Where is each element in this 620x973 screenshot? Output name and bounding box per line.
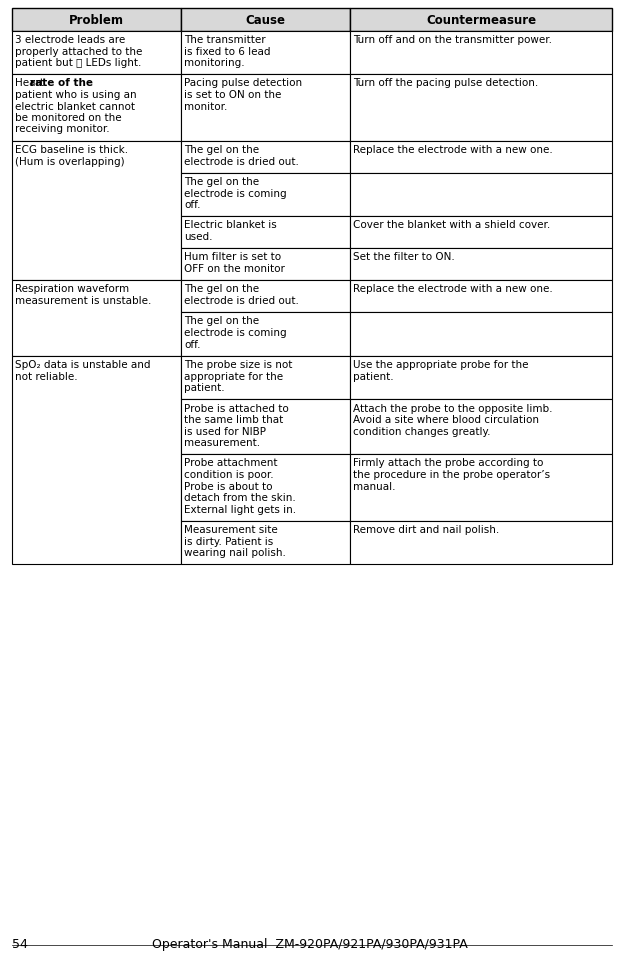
Bar	[350, 8, 612, 30]
Text: Attach the probe to the opposite limb.
Avoid a site where blood circulation
cond: Attach the probe to the opposite limb. A…	[353, 404, 553, 437]
Bar	[181, 280, 350, 312]
Text: Remove dirt and nail polish.: Remove dirt and nail polish.	[353, 525, 500, 535]
Bar	[350, 74, 612, 140]
Text: patient who is using an: patient who is using an	[15, 90, 136, 100]
Text: Turn off and on the transmitter power.: Turn off and on the transmitter power.	[353, 35, 552, 45]
Bar	[12, 280, 181, 355]
Bar	[181, 454, 350, 521]
Text: Probe attachment
condition is poor.
Probe is about to
detach from the skin.
Exte: Probe attachment condition is poor. Prob…	[184, 458, 296, 515]
Bar	[181, 8, 350, 30]
Bar	[350, 399, 612, 454]
Bar	[181, 521, 350, 564]
Bar	[350, 355, 612, 399]
Text: rate of the: rate of the	[30, 79, 92, 89]
Bar	[181, 172, 350, 216]
Text: Firmly attach the probe according to
the procedure in the probe operator’s
manua: Firmly attach the probe according to the…	[353, 458, 551, 491]
Bar	[350, 280, 612, 312]
Bar	[12, 30, 181, 74]
Text: Problem: Problem	[69, 14, 124, 26]
Bar	[350, 248, 612, 280]
Bar	[350, 454, 612, 521]
Text: Respiration waveform
measurement is unstable.: Respiration waveform measurement is unst…	[15, 284, 151, 306]
Text: be monitored on the: be monitored on the	[15, 113, 122, 123]
Bar	[12, 8, 181, 30]
Bar	[12, 74, 181, 140]
Bar	[350, 521, 612, 564]
Text: Hum filter is set to
OFF on the monitor: Hum filter is set to OFF on the monitor	[184, 253, 285, 274]
Bar	[181, 140, 350, 172]
Text: The gel on the
electrode is coming
off.: The gel on the electrode is coming off.	[184, 177, 287, 210]
Text: Electric blanket is
used.: Electric blanket is used.	[184, 221, 277, 242]
Text: Measurement site
is dirty. Patient is
wearing nail polish.: Measurement site is dirty. Patient is we…	[184, 525, 286, 559]
Bar	[181, 74, 350, 140]
Bar	[181, 248, 350, 280]
Text: Pacing pulse detection
is set to ON on the
monitor.: Pacing pulse detection is set to ON on t…	[184, 79, 303, 112]
Text: SpO₂ data is unstable and
not reliable.: SpO₂ data is unstable and not reliable.	[15, 360, 151, 381]
Text: The gel on the
electrode is dried out.: The gel on the electrode is dried out.	[184, 145, 299, 166]
Text: Replace the electrode with a new one.: Replace the electrode with a new one.	[353, 284, 553, 295]
Bar	[350, 172, 612, 216]
Bar	[350, 30, 612, 74]
Text: Operator's Manual  ZM-920PA/921PA/930PA/931PA: Operator's Manual ZM-920PA/921PA/930PA/9…	[152, 938, 468, 951]
Bar	[181, 216, 350, 248]
Bar	[181, 399, 350, 454]
Text: Turn off the pacing pulse detection.: Turn off the pacing pulse detection.	[353, 79, 539, 89]
Text: 54: 54	[12, 938, 28, 951]
Bar	[12, 140, 181, 280]
Text: Cover the blanket with a shield cover.: Cover the blanket with a shield cover.	[353, 221, 551, 231]
Text: Probe is attached to
the same limb that
is used for NIBP
measurement.: Probe is attached to the same limb that …	[184, 404, 289, 449]
Bar	[181, 30, 350, 74]
Bar	[12, 355, 181, 564]
Text: electric blanket cannot: electric blanket cannot	[15, 101, 135, 112]
Text: receiving monitor.: receiving monitor.	[15, 125, 110, 134]
Bar	[350, 312, 612, 355]
Text: Set the filter to ON.: Set the filter to ON.	[353, 253, 455, 263]
Text: Countermeasure: Countermeasure	[426, 14, 536, 26]
Text: Cause: Cause	[246, 14, 286, 26]
Bar	[350, 140, 612, 172]
Bar	[181, 355, 350, 399]
Text: Replace the electrode with a new one.: Replace the electrode with a new one.	[353, 145, 553, 155]
Text: ECG baseline is thick.
(Hum is overlapping): ECG baseline is thick. (Hum is overlappi…	[15, 145, 128, 166]
Text: Heart: Heart	[15, 79, 47, 89]
Bar	[181, 312, 350, 355]
Text: The transmitter
is fixed to 6 lead
monitoring.: The transmitter is fixed to 6 lead monit…	[184, 35, 271, 68]
Text: The probe size is not
appropriate for the
patient.: The probe size is not appropriate for th…	[184, 360, 293, 393]
Text: The gel on the
electrode is dried out.: The gel on the electrode is dried out.	[184, 284, 299, 306]
Text: Use the appropriate probe for the
patient.: Use the appropriate probe for the patien…	[353, 360, 529, 381]
Text: The gel on the
electrode is coming
off.: The gel on the electrode is coming off.	[184, 316, 287, 349]
Bar	[350, 216, 612, 248]
Text: 3 electrode leads are
properly attached to the
patient but ⓘ LEDs light.: 3 electrode leads are properly attached …	[15, 35, 143, 68]
